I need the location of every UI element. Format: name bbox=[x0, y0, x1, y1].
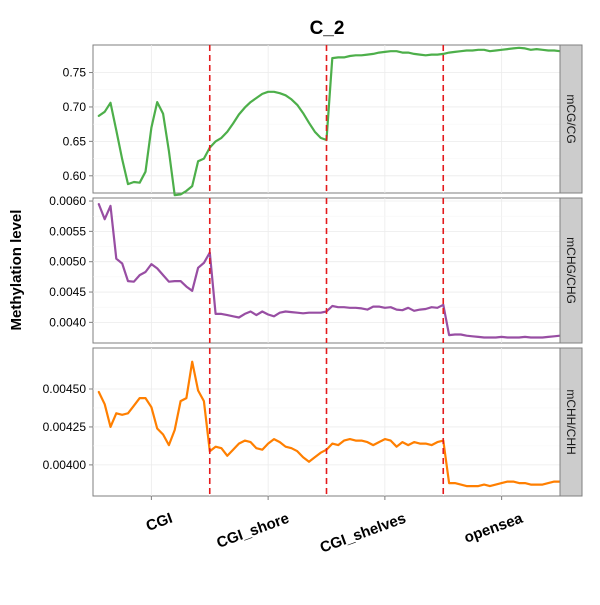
panel-mcg-cg: 0.60 0.65 0.70 0.75 mCG/CG bbox=[63, 44, 583, 197]
y-tick-label: 0.0040 bbox=[49, 315, 86, 329]
facet-strip-label: mCHG/CHG bbox=[564, 237, 578, 304]
y-tick-label: 0.0050 bbox=[49, 255, 86, 269]
x-tick-label: CGI bbox=[144, 510, 175, 535]
x-tick-label: CGI_shore bbox=[214, 510, 291, 552]
chart-title: C_2 bbox=[310, 18, 345, 39]
panel-mchh-chh: 0.00400 0.00425 0.00450 mCHH/CHH bbox=[43, 347, 583, 497]
y-tick-label: 0.60 bbox=[63, 169, 87, 183]
facet-strip-label: mCHH/CHH bbox=[564, 389, 578, 454]
series-line-mchh-chh bbox=[97, 360, 562, 488]
y-axis-label: Methylation level bbox=[8, 210, 25, 331]
y-tick-label: 0.00450 bbox=[43, 382, 87, 396]
y-tick-label: 0.0055 bbox=[49, 224, 86, 238]
y-tick-label: 0.00400 bbox=[43, 458, 87, 472]
series-line-mcg-cg bbox=[97, 46, 562, 197]
y-tick-label: 0.0060 bbox=[49, 194, 86, 208]
x-tick-label: CGI_shelves bbox=[318, 510, 408, 557]
facet-strip bbox=[559, 197, 583, 344]
y-tick-label: 0.00425 bbox=[43, 420, 87, 434]
y-tick-label: 0.65 bbox=[63, 134, 87, 148]
series-line-mchg-chg bbox=[97, 203, 562, 339]
panel-mchg-chg: 0.0040 0.0045 0.0050 0.0055 0.0060 mCHG/CHG bbox=[49, 194, 583, 344]
y-tick-label: 0.70 bbox=[63, 100, 87, 114]
y-tick-label: 0.75 bbox=[63, 66, 87, 80]
facet-strip bbox=[559, 44, 583, 194]
x-tick-label: opensea bbox=[462, 510, 526, 547]
y-tick-label: 0.0045 bbox=[49, 285, 86, 299]
facet-strip-label: mCG/CG bbox=[564, 94, 578, 143]
facet-strip bbox=[559, 347, 583, 497]
